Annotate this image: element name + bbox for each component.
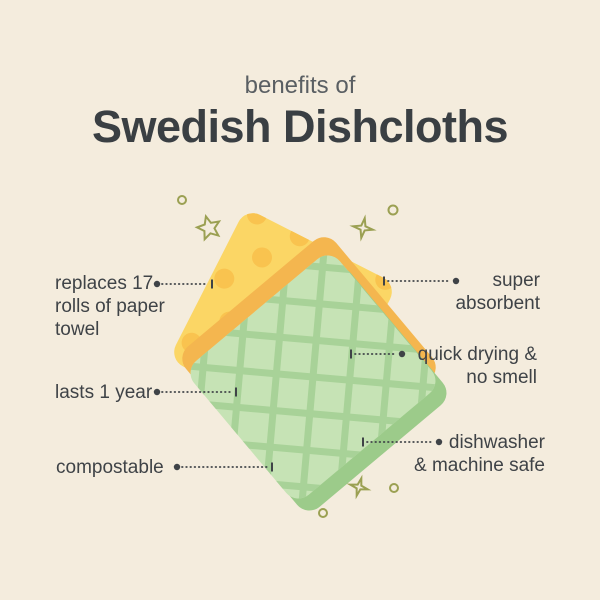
benefit-lasts-one-year: lasts 1 year	[55, 382, 153, 403]
leader-line-dishwasher	[362, 437, 443, 447]
benefit-replaces-paper-towels: replaces 17 rolls of paper towel	[55, 273, 165, 340]
benefit-compostable: compostable	[56, 457, 164, 478]
dot-circle-icon	[177, 195, 187, 205]
five-point-star-icon	[194, 213, 222, 242]
leader-line-absorbent	[383, 276, 460, 286]
four-point-sparkle-icon	[346, 474, 372, 500]
benefit-quick-drying: quick drying & no smell	[417, 344, 537, 388]
leader-line-quick-drying	[350, 349, 406, 359]
dot-circle-icon	[318, 508, 328, 518]
four-point-sparkle-icon	[349, 214, 377, 242]
leader-line-compostable	[173, 462, 273, 472]
dot-circle-icon	[387, 204, 399, 216]
dot-circle-icon	[389, 483, 399, 493]
benefit-dishwasher-safe: dishwasher & machine safe	[414, 432, 545, 476]
leader-line-replaces	[153, 279, 213, 289]
leader-line-lasts	[153, 387, 237, 397]
subtitle: benefits of	[244, 72, 356, 99]
benefit-super-absorbent: super absorbent	[455, 270, 540, 314]
page-title: Swedish Dishcloths	[91, 101, 509, 152]
